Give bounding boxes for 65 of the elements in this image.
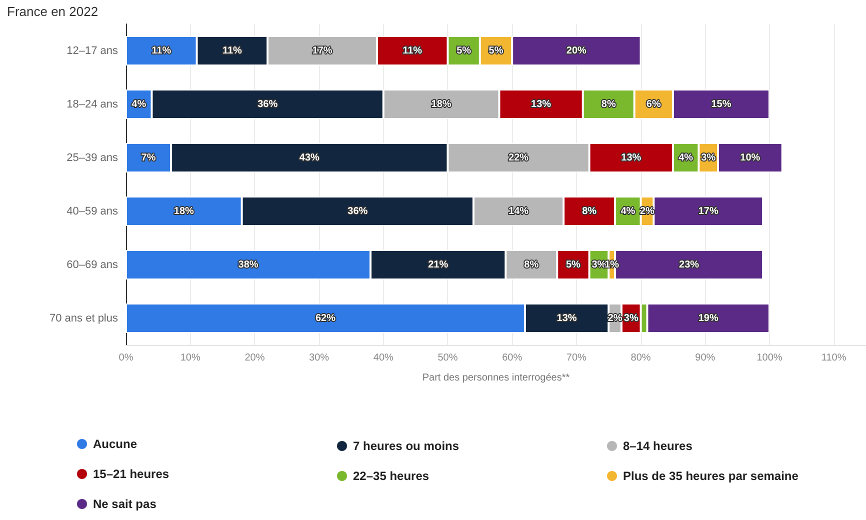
y-tick-label: 40–59 ans (66, 205, 118, 218)
x-tick-label: 30% (309, 352, 330, 364)
data-label: 38% (238, 259, 258, 270)
data-label: 8% (601, 98, 616, 110)
x-tick-label: 50% (438, 352, 458, 364)
data-label: 18% (174, 206, 194, 217)
data-label: 6% (646, 98, 661, 110)
x-tick-label: 80% (630, 352, 651, 364)
y-tick-label: 60–69 ans (66, 258, 118, 271)
data-label: 22% (508, 152, 529, 164)
data-label: 21% (428, 259, 448, 270)
legend-label: 8–14 heures (623, 439, 693, 453)
data-label: 4% (620, 206, 636, 217)
chart-title: France en 2022 (7, 4, 98, 19)
data-label: 10% (740, 152, 760, 164)
data-label: 18% (431, 98, 452, 110)
data-label: 4% (678, 152, 694, 164)
x-tick-label: 40% (373, 352, 394, 364)
x-tick-label: 10% (180, 352, 200, 364)
y-tick-label: 25–39 ans (66, 152, 118, 164)
legend-label: 7 heures ou moins (353, 439, 460, 453)
x-tick-label: 70% (566, 352, 587, 364)
data-label: 13% (621, 152, 642, 164)
data-label: 36% (348, 206, 368, 217)
legend-label: 15–21 heures (93, 467, 170, 481)
data-label: 43% (299, 152, 320, 164)
x-tick-label: 90% (695, 352, 716, 364)
data-label: 11% (222, 45, 242, 56)
legend-label: Ne sait pas (93, 497, 157, 511)
x-tick-label: 110% (821, 352, 846, 364)
data-label: 19% (698, 312, 718, 324)
data-label: 17% (698, 206, 718, 217)
data-label: 11% (402, 45, 422, 56)
data-label: 13% (556, 312, 577, 324)
x-tick-label: 0% (118, 352, 134, 364)
x-tick-label: 100% (756, 352, 782, 364)
data-label: 14% (508, 206, 529, 217)
data-label: 5% (456, 45, 472, 56)
data-label: 20% (566, 45, 587, 56)
data-label: 3% (624, 312, 638, 324)
data-label: 36% (258, 98, 278, 110)
data-label: 11% (152, 45, 172, 56)
y-tick-label: 70 ans et plus (50, 312, 118, 324)
data-label: 2% (608, 312, 622, 324)
x-tick-label: 20% (244, 352, 265, 364)
data-label: 8% (524, 259, 539, 270)
data-label: 3% (701, 152, 716, 164)
data-label: 8% (582, 206, 597, 217)
data-label: 7% (141, 152, 156, 164)
data-label: 17% (312, 45, 332, 56)
x-tick-label: 60% (502, 352, 522, 364)
legend-label: Plus de 35 heures par semaine (623, 469, 799, 483)
x-axis-title: Part des personnes interrogées** (422, 372, 570, 384)
data-label: 5% (488, 45, 504, 56)
data-label: 5% (566, 259, 581, 270)
legend-label: 22–35 heures (353, 469, 430, 483)
data-label: 1% (604, 259, 620, 270)
data-label: 23% (679, 259, 700, 270)
legend-label: Aucune (93, 437, 138, 451)
data-label: 15% (711, 98, 732, 110)
y-tick-label: 18–24 ans (66, 98, 118, 110)
data-label: 62% (315, 312, 336, 324)
data-label: 13% (531, 98, 552, 110)
y-tick-label: 12–17 ans (66, 44, 118, 57)
data-label: 4% (132, 98, 146, 110)
